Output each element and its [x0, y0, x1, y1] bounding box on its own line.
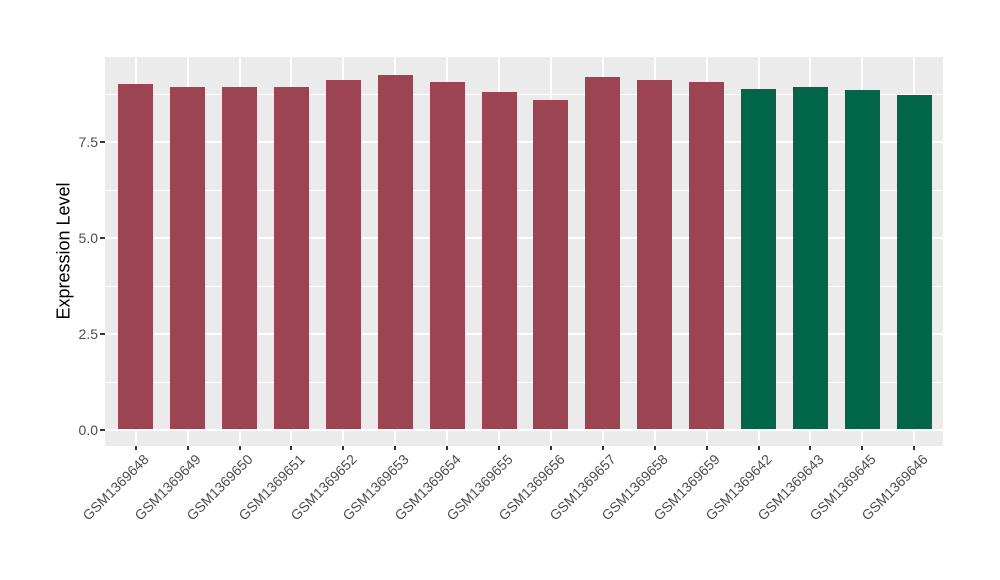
x-tick-mark: [549, 446, 552, 450]
x-tick-mark: [342, 446, 345, 450]
x-tick-mark: [809, 446, 812, 450]
x-tick-mark: [757, 446, 760, 450]
plot-panel: [105, 57, 943, 446]
bar-GSM1369643: [792, 87, 828, 430]
x-tick-mark: [238, 446, 241, 450]
gridline-major: [105, 428, 943, 431]
bar-GSM1369657: [585, 76, 621, 430]
y-tick-label: 7.5: [78, 133, 98, 150]
x-tick-mark: [186, 446, 189, 450]
gridline-minor: [105, 381, 943, 383]
x-tick-mark: [705, 446, 708, 450]
bar-GSM1369642: [741, 88, 776, 430]
bar-GSM1369645: [844, 89, 880, 430]
bar-GSM1369646: [896, 94, 932, 430]
x-tick-mark: [290, 446, 293, 450]
bar-GSM1369648: [118, 83, 154, 430]
gridline-minor: [105, 93, 943, 95]
bar-GSM1369653: [377, 74, 413, 430]
y-tick-label: 2.5: [78, 325, 98, 342]
bar-GSM1369655: [481, 91, 517, 430]
y-tick-mark: [100, 428, 105, 431]
gridline-major: [105, 140, 943, 143]
gridline-minor: [105, 285, 943, 287]
bar-GSM1369654: [429, 82, 465, 430]
x-tick-mark: [653, 446, 656, 450]
gridline-major: [105, 236, 943, 239]
x-tick-mark: [446, 446, 449, 450]
bar-GSM1369658: [637, 80, 673, 430]
bar-GSM1369656: [533, 99, 569, 430]
bar-GSM1369659: [689, 81, 725, 430]
bar-GSM1369651: [273, 87, 309, 430]
x-tick-mark: [913, 446, 916, 450]
y-tick-mark: [100, 140, 105, 143]
y-axis-title: Expression Level: [53, 182, 74, 320]
x-tick-mark: [601, 446, 604, 450]
bar-GSM1369652: [325, 80, 361, 430]
x-tick-mark: [498, 446, 500, 450]
gridline-minor: [105, 189, 943, 191]
bar-GSM1369649: [170, 86, 206, 430]
x-tick-mark: [861, 446, 864, 450]
y-tick-mark: [100, 236, 105, 239]
x-tick-mark: [394, 446, 397, 450]
y-tick-label: 0.0: [78, 421, 98, 438]
y-tick-label: 5.0: [78, 229, 98, 246]
bar-GSM1369650: [222, 86, 257, 430]
y-tick-mark: [100, 332, 105, 335]
gridline-major: [105, 332, 943, 335]
x-tick-mark: [134, 446, 137, 450]
